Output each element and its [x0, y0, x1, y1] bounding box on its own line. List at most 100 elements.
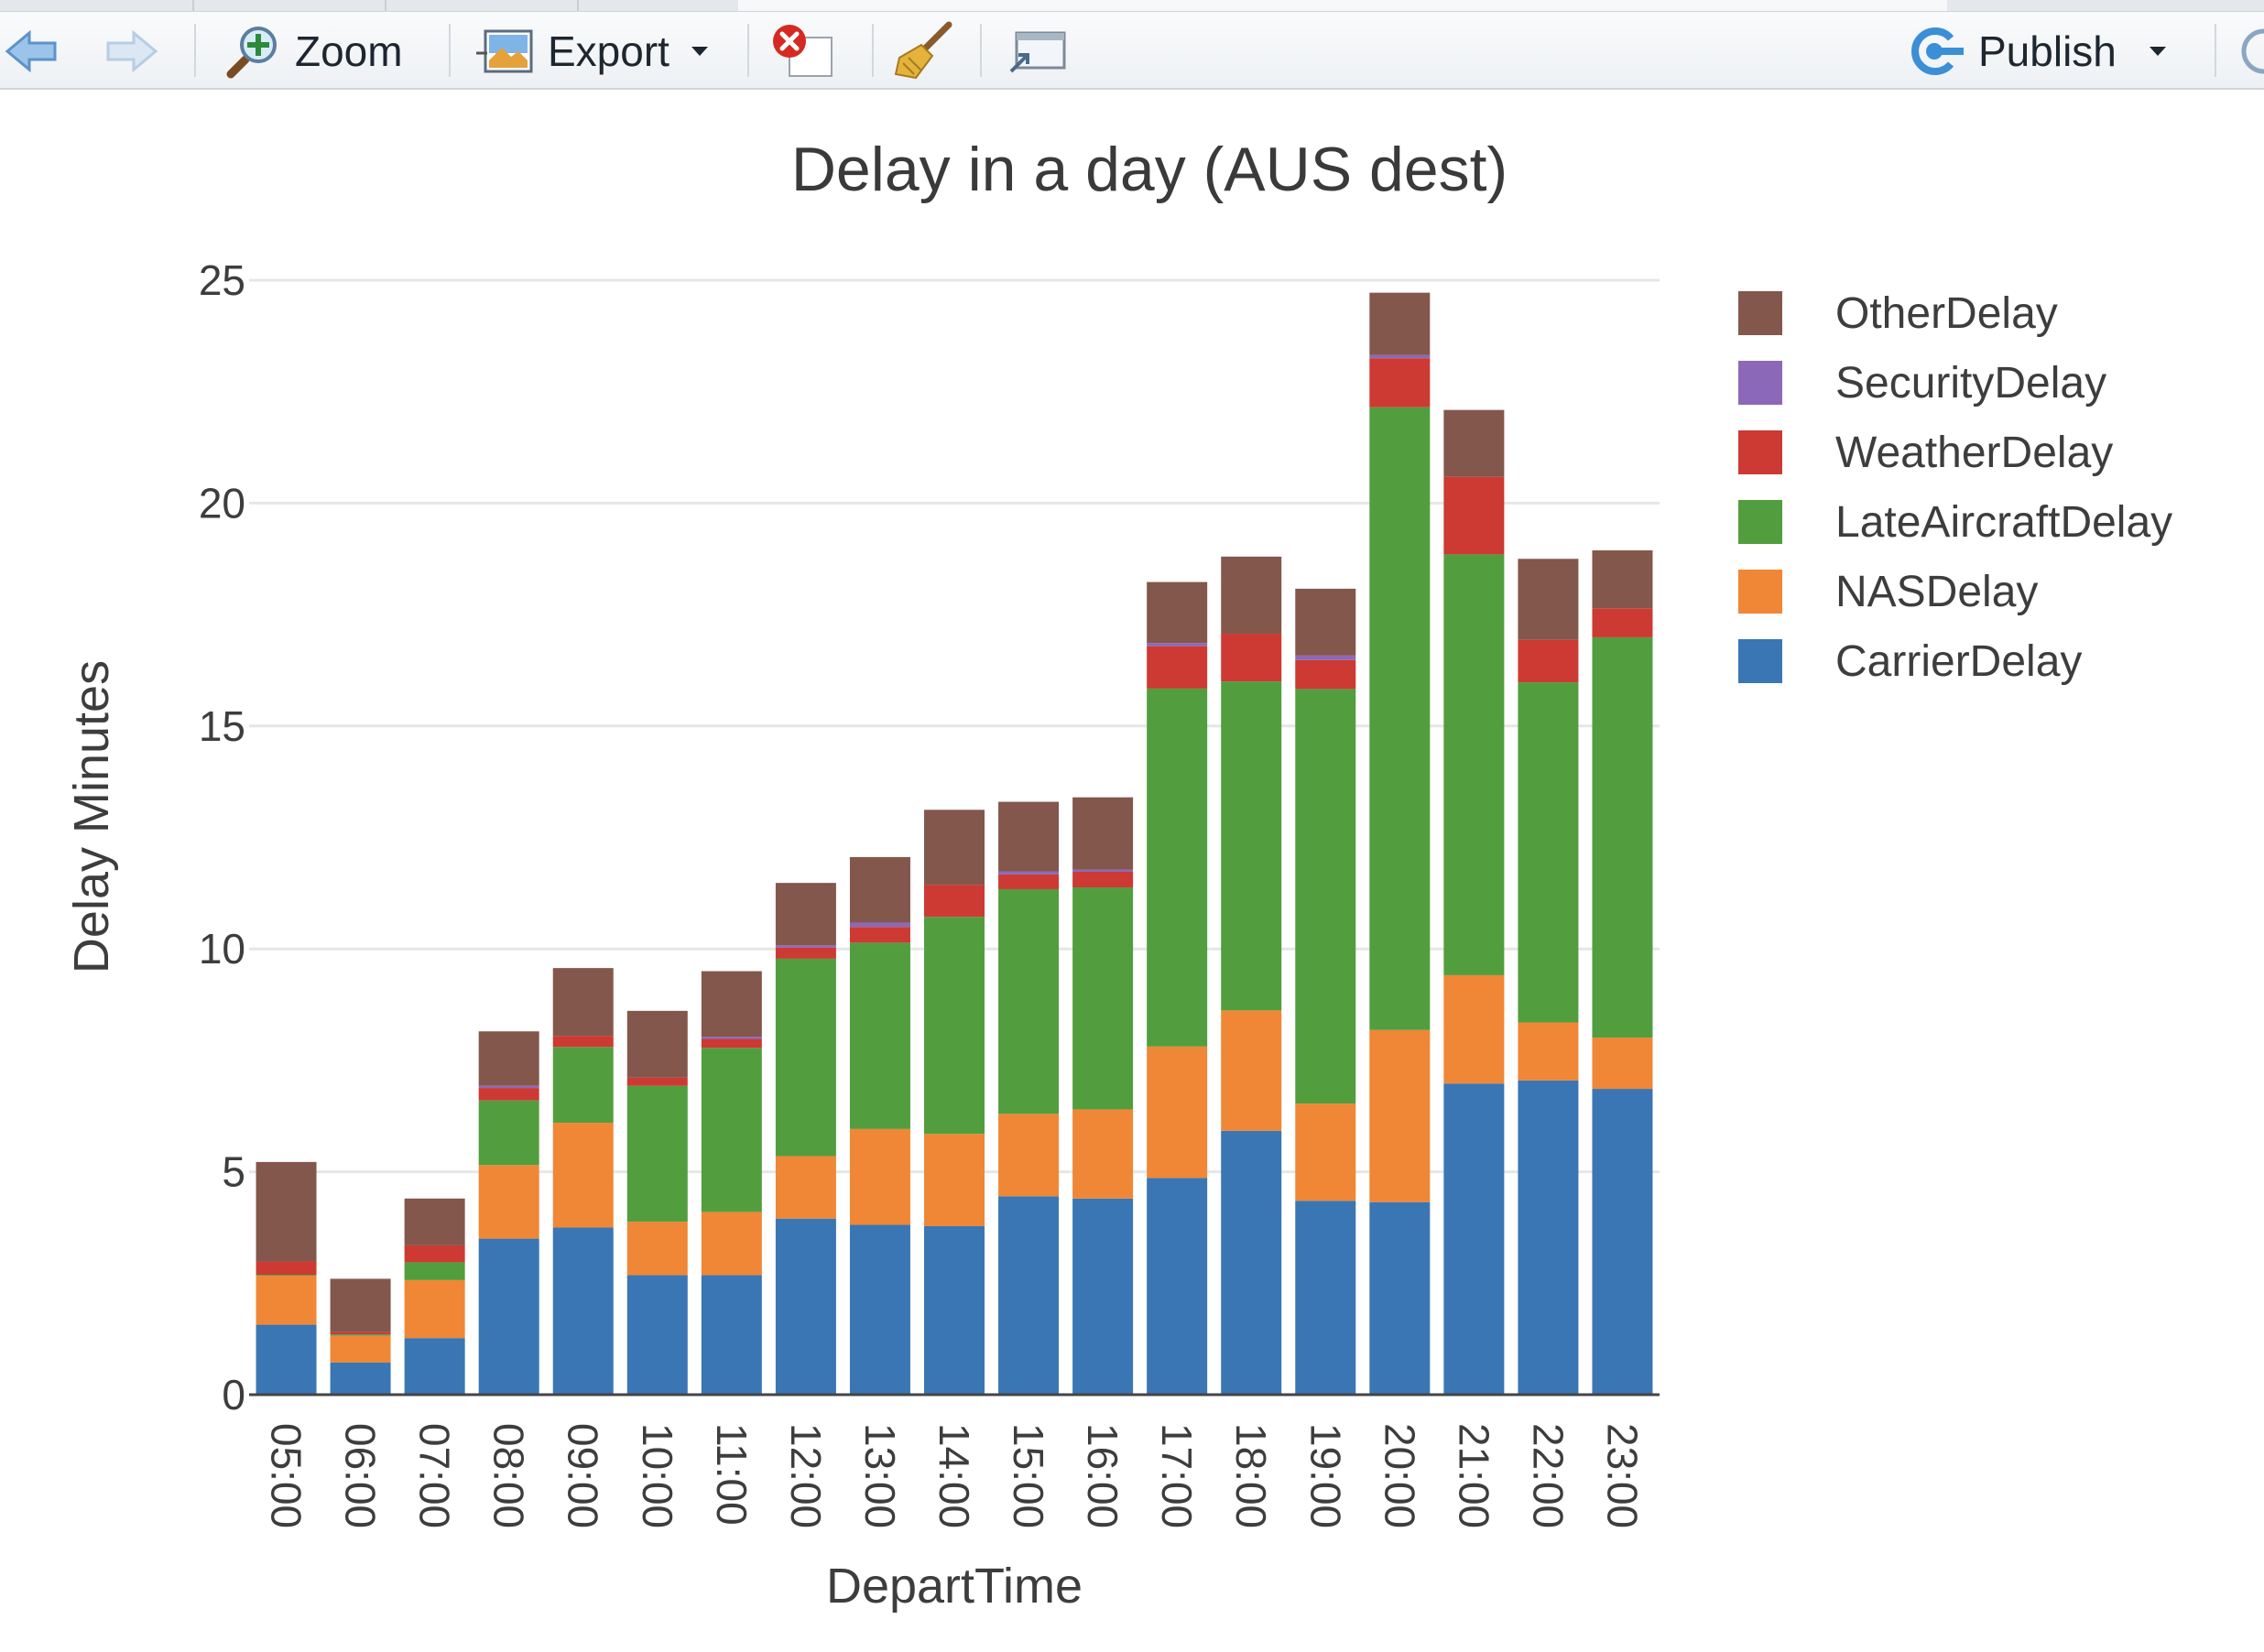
- bar-segment-weatherdelay: [626, 1077, 688, 1086]
- bar-segment-otherdelay: [626, 1010, 688, 1078]
- bar-segment-lateaircraftdelay: [998, 888, 1060, 1114]
- toolbar-divider: [872, 24, 874, 77]
- bar-segment-lateaircraftdelay: [256, 1275, 317, 1277]
- bar-segment-nasdelay: [998, 1114, 1060, 1197]
- bar-segment-securitydelay: [1072, 869, 1134, 872]
- magnifier-plus-icon: [226, 27, 277, 79]
- x-tick-label: 21:00: [1450, 1423, 1497, 1528]
- bar-segment-securitydelay: [1147, 643, 1208, 647]
- popout-button[interactable]: [1007, 13, 1068, 90]
- bars: [256, 292, 1653, 1395]
- plot-toolbar: Zoom Export: [0, 0, 2264, 90]
- bar-segment-nasdelay: [701, 1212, 762, 1276]
- bar-segment-otherdelay: [1592, 550, 1653, 609]
- refresh-button[interactable]: [2235, 13, 2264, 90]
- forward-button[interactable]: [104, 13, 159, 90]
- bar-segment-carrierdelay: [775, 1218, 836, 1395]
- x-tick-label: 20:00: [1376, 1423, 1423, 1528]
- bar-segment-carrierdelay: [1592, 1089, 1653, 1395]
- bar-segment-weatherdelay: [849, 927, 910, 943]
- back-button[interactable]: [4, 13, 59, 90]
- zoom-label: Zoom: [295, 27, 403, 75]
- bar-segment-lateaircraftdelay: [1592, 636, 1653, 1038]
- bar-segment-weatherdelay: [1369, 358, 1431, 408]
- x-tick-label: 12:00: [782, 1423, 830, 1528]
- x-tick-label: 17:00: [1153, 1423, 1201, 1528]
- legend-swatch-nasdelay: [1738, 570, 1782, 614]
- bar-segment-weatherdelay: [256, 1261, 317, 1276]
- legend-swatch-lateaircraftdelay: [1738, 500, 1782, 544]
- toolbar-divider: [2215, 24, 2216, 77]
- bar-segment-lateaircraftdelay: [1295, 689, 1356, 1104]
- bar-segment-carrierdelay: [1147, 1178, 1208, 1395]
- bar-segment-otherdelay: [924, 810, 985, 886]
- popout-window-icon: [1009, 31, 1066, 73]
- bar-segment-weatherdelay: [1221, 634, 1282, 682]
- bar-segment-weatherdelay: [1072, 871, 1134, 888]
- bar-segment-otherdelay: [775, 883, 836, 946]
- bar-segment-nasdelay: [478, 1165, 539, 1239]
- x-tick-label: 14:00: [931, 1423, 978, 1528]
- bar-segment-otherdelay: [404, 1198, 465, 1245]
- x-tick-label: 10:00: [634, 1423, 681, 1528]
- publish-button[interactable]: Publish: [1903, 13, 2168, 90]
- bar-segment-securitydelay: [998, 871, 1060, 875]
- bar-segment-weatherdelay: [1518, 639, 1579, 683]
- x-tick-label: 08:00: [485, 1423, 533, 1528]
- x-axis-ticks: 05:00 06:00 07:00 08:00 09:00 10:00 11:00 12:00…: [263, 1423, 1647, 1528]
- bar-segment-otherdelay: [1443, 409, 1505, 477]
- bar-segment-securitydelay: [1369, 354, 1431, 359]
- remove-plot-button[interactable]: [769, 13, 835, 90]
- bar-segment-otherdelay: [1295, 588, 1356, 656]
- bar-segment-weatherdelay: [998, 874, 1060, 889]
- y-tick-label: 0: [222, 1371, 245, 1418]
- bar-segment-lateaircraftdelay: [1443, 554, 1505, 975]
- bar-segment-otherdelay: [1518, 559, 1579, 640]
- bar-segment-nasdelay: [404, 1279, 465, 1339]
- bar-segment-securitydelay: [1295, 655, 1356, 660]
- bar-segment-weatherdelay: [1295, 659, 1356, 690]
- bar-segment-securitydelay: [701, 1037, 762, 1039]
- bar-segment-securitydelay: [775, 945, 836, 948]
- bar-segment-securitydelay: [849, 922, 910, 928]
- active-tab[interactable]: [738, 0, 1947, 11]
- bar-segment-carrierdelay: [256, 1324, 317, 1395]
- bar-segment-carrierdelay: [1518, 1080, 1579, 1395]
- bar-segment-lateaircraftdelay: [1518, 682, 1579, 1023]
- zoom-button[interactable]: Zoom: [225, 13, 403, 90]
- y-axis-ticks: 0 5 10 15 20 25: [199, 256, 245, 1418]
- export-label: Export: [548, 27, 669, 75]
- x-tick-label: 06:00: [337, 1423, 385, 1528]
- legend-swatch-carrierdelay: [1738, 639, 1782, 683]
- y-tick-label: 20: [199, 479, 245, 527]
- bar-segment-lateaircraftdelay: [701, 1048, 762, 1212]
- bar-segment-nasdelay: [1221, 1010, 1282, 1131]
- broom-icon: [894, 21, 952, 80]
- tab-divider: [385, 0, 386, 11]
- bar-segment-weatherdelay: [404, 1244, 465, 1263]
- toolbar-divider: [194, 24, 196, 77]
- legend-label-lateaircraftdelay: LateAircraftDelay: [1835, 498, 2172, 547]
- x-tick-label: 19:00: [1301, 1423, 1349, 1528]
- x-tick-label: 07:00: [411, 1423, 459, 1528]
- bar-segment-lateaircraftdelay: [330, 1334, 391, 1336]
- y-tick-label: 15: [199, 702, 245, 750]
- bar-segment-carrierdelay: [552, 1227, 614, 1395]
- export-button[interactable]: Export: [474, 13, 710, 90]
- bar-segment-nasdelay: [330, 1335, 391, 1363]
- bar-segment-nasdelay: [1072, 1109, 1134, 1199]
- bar-segment-weatherdelay: [478, 1088, 539, 1101]
- tab-strip: [0, 0, 2264, 12]
- bar-segment-otherdelay: [701, 971, 762, 1038]
- bar-segment-nasdelay: [775, 1156, 836, 1219]
- tab-divider: [192, 0, 194, 11]
- bar-segment-carrierdelay: [478, 1238, 539, 1395]
- bar-segment-carrierdelay: [849, 1224, 910, 1395]
- toolbar-divider: [747, 24, 749, 77]
- legend: OtherDelay SecurityDelay WeatherDelay LateA…: [1738, 289, 2172, 686]
- clear-plots-button[interactable]: [894, 13, 954, 90]
- bar-segment-otherdelay: [849, 856, 910, 923]
- legend-label-carrierdelay: CarrierDelay: [1835, 637, 2082, 686]
- bar-segment-otherdelay: [1072, 797, 1134, 870]
- bar-segment-lateaircraftdelay: [1369, 407, 1431, 1030]
